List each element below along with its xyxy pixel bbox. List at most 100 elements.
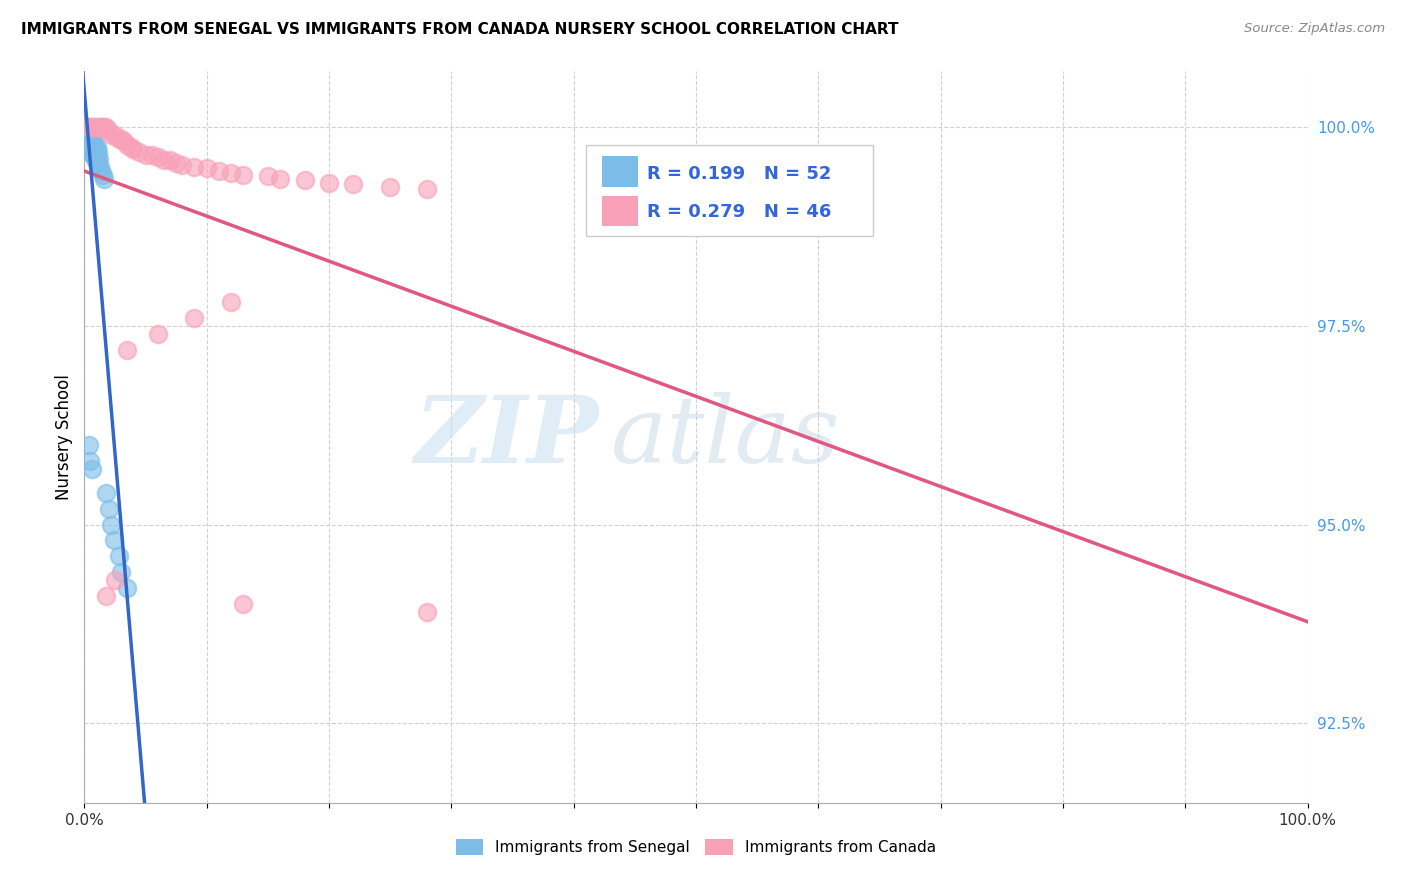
Point (91, 168, 114, 182)
Point (153, 153, 176, 168)
Point (76, 128, 98, 142)
Point (91, 120, 114, 134)
Point (75, 132, 97, 146)
Point (122, 142, 145, 156)
Point (104, 128, 127, 142)
Point (75, 128, 97, 142)
Point (80, 144, 103, 158)
Point (79, 120, 101, 134)
Point (120, 140, 142, 154)
Point (208, 163, 231, 178)
Point (79, 140, 101, 154)
Text: ZIP: ZIP (413, 392, 598, 482)
Point (80, 462, 103, 476)
Point (146, 150, 169, 164)
Point (87, 155, 110, 169)
Point (86, 120, 108, 134)
Point (416, 182, 439, 196)
Text: atlas: atlas (610, 392, 839, 482)
Point (87, 145, 110, 160)
Point (269, 171, 291, 186)
Point (93, 120, 115, 134)
Point (104, 573, 127, 587)
Point (77, 128, 100, 142)
Point (82, 148, 104, 162)
Point (112, 134, 135, 148)
Point (219, 294, 242, 309)
Point (76, 132, 98, 146)
Point (232, 168, 254, 182)
Point (90, 120, 112, 134)
Point (96, 120, 118, 134)
Text: IMMIGRANTS FROM SENEGAL VS IMMIGRANTS FROM CANADA NURSERY SCHOOL CORRELATION CHA: IMMIGRANTS FROM SENEGAL VS IMMIGRANTS FR… (21, 22, 898, 37)
Point (82, 140, 104, 154)
Point (79, 134, 101, 148)
Point (93, 171, 115, 186)
Point (83, 145, 105, 160)
Point (183, 310, 205, 325)
Point (141, 148, 163, 162)
Point (82, 134, 104, 148)
Point (77, 132, 100, 146)
Point (195, 161, 218, 176)
Point (83, 137, 105, 152)
Text: R = 0.199   N = 52: R = 0.199 N = 52 (647, 165, 831, 183)
Point (96, 485, 118, 500)
Point (77, 137, 100, 152)
Point (416, 605, 439, 619)
Point (77, 128, 100, 142)
Point (84, 140, 107, 154)
Point (107, 132, 129, 146)
Point (77, 120, 100, 134)
Point (80, 137, 103, 152)
Point (76, 120, 98, 134)
Point (342, 178, 364, 192)
Point (115, 137, 138, 152)
Point (76, 140, 98, 154)
Point (159, 153, 181, 168)
Point (110, 132, 132, 146)
Point (110, 566, 132, 580)
Point (89, 160, 111, 174)
Point (76, 124, 98, 138)
Point (107, 549, 129, 564)
Point (146, 326, 169, 341)
Point (96, 589, 118, 603)
Point (86, 148, 108, 162)
Point (75, 120, 97, 134)
Point (115, 343, 138, 357)
Point (79, 145, 101, 160)
Point (77, 124, 100, 138)
Point (77, 438, 100, 452)
Bar (602, 195, 638, 227)
Point (86, 140, 108, 154)
Point (90, 163, 112, 178)
Point (77, 144, 100, 158)
Point (232, 597, 254, 611)
Point (115, 581, 138, 595)
Bar (602, 156, 638, 187)
Point (97, 501, 120, 516)
Point (318, 176, 340, 190)
Text: R = 0.279   N = 46: R = 0.279 N = 46 (647, 202, 831, 221)
Point (80, 132, 103, 146)
Point (172, 158, 194, 172)
Point (75, 124, 97, 138)
Point (257, 169, 280, 184)
Point (165, 155, 187, 169)
FancyBboxPatch shape (586, 145, 873, 235)
Y-axis label: Nursery School: Nursery School (55, 374, 73, 500)
Point (87, 120, 110, 134)
Point (77, 140, 100, 154)
Point (380, 179, 402, 194)
Point (79, 129, 101, 144)
Point (77, 132, 100, 146)
Point (183, 160, 205, 174)
Point (294, 173, 316, 187)
Point (135, 148, 157, 162)
Point (79, 454, 101, 468)
Text: Source: ZipAtlas.com: Source: ZipAtlas.com (1244, 22, 1385, 36)
Point (128, 145, 150, 160)
Point (219, 166, 242, 180)
Point (103, 533, 125, 548)
